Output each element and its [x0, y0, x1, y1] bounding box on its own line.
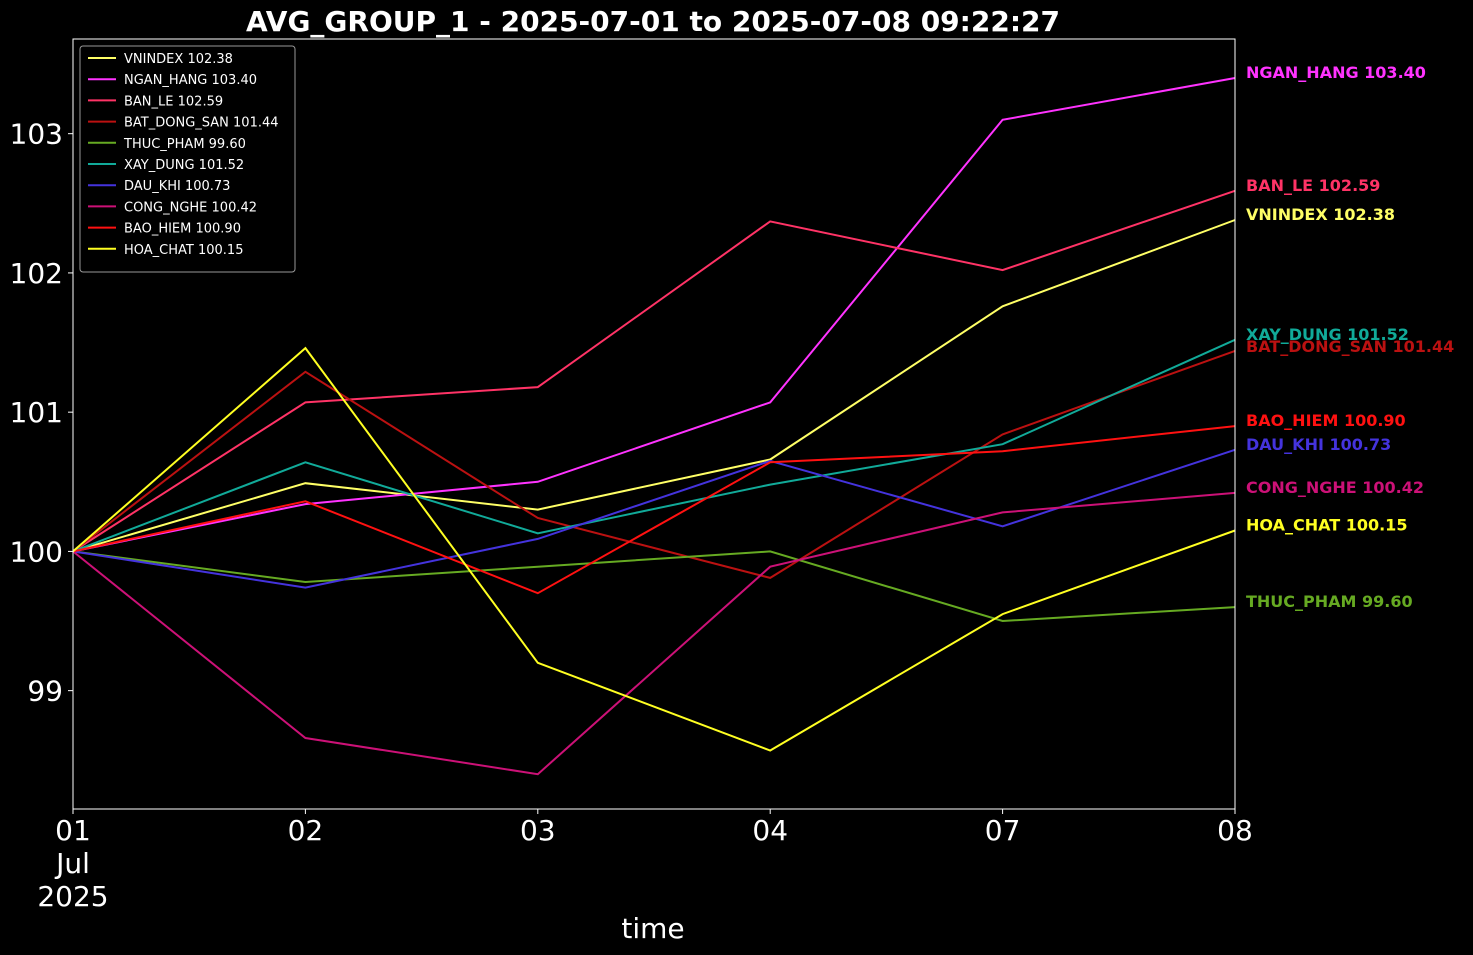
end-label-bat-dong-san: BAT_DONG_SAN 101.44 — [1246, 337, 1454, 356]
series-line-bao-hiem — [72, 425, 1236, 595]
y-tick-label: 99 — [27, 675, 63, 708]
x-tick-label: 01 Jul 2025 — [37, 814, 108, 913]
legend-entry: BAN_LE 102.59 — [124, 94, 223, 109]
legend: VNINDEX 102.38 NGAN_HANG 103.40 BAN_LE 102… — [79, 45, 296, 273]
series-line-bat-dong-san — [72, 349, 1236, 579]
end-label-hoa-chat: HOA_CHAT 100.15 — [1246, 516, 1407, 535]
x-tick-label: 08 — [1217, 814, 1253, 847]
y-tick-label: 101 — [10, 396, 63, 429]
y-tick-label: 100 — [10, 535, 63, 568]
y-tick-label: 102 — [10, 257, 63, 290]
plot-frame — [72, 38, 1236, 810]
y-axis: 99 100 101 102 103 — [10, 118, 73, 708]
x-tick-label: 02 — [288, 814, 324, 847]
series-line-dau-khi — [72, 448, 1236, 589]
chart-title: AVG_GROUP_1 - 2025-07-01 to 2025-07-08 0… — [246, 5, 1060, 38]
end-label-xay-dung: XAY_DUNG 101.52 — [1246, 325, 1409, 344]
legend-entry: THUC_PHAM 99.60 — [123, 137, 246, 152]
series-line-xay-dung — [72, 338, 1236, 553]
x-axis: 01 Jul 2025 02 03 04 07 08 — [37, 809, 1253, 913]
y-tick-label: 103 — [10, 118, 63, 151]
x-tick-label: 07 — [985, 814, 1021, 847]
legend-entry: VNINDEX 102.38 — [124, 52, 233, 67]
x-axis-label: time — [621, 912, 684, 945]
x-tick-label: 04 — [752, 814, 788, 847]
end-label-ban-le: BAN_LE 102.59 — [1246, 176, 1380, 195]
series-line-vnindex — [72, 219, 1236, 553]
series-line-ngan-hang — [72, 77, 1236, 553]
end-label-ngan-hang: NGAN_HANG 103.40 — [1246, 63, 1426, 82]
legend-entry: BAO_HIEM 100.90 — [124, 222, 241, 237]
end-label-bao-hiem: BAO_HIEM 100.90 — [1246, 411, 1406, 430]
legend-box — [79, 45, 296, 273]
end-label-cong-nghe: CONG_NGHE 100.42 — [1246, 478, 1424, 497]
end-label-vnindex: VNINDEX 102.38 — [1246, 205, 1395, 224]
end-label-dau-khi: DAU_KHI 100.73 — [1246, 435, 1391, 454]
legend-entry: XAY_DUNG 101.52 — [124, 158, 244, 173]
series-line-cong-nghe — [72, 491, 1236, 776]
plot-area — [72, 77, 1236, 776]
legend-entry: NGAN_HANG 103.40 — [124, 73, 257, 88]
end-label-thuc-pham: THUC_PHAM 99.60 — [1246, 592, 1413, 611]
x-tick-label: 03 — [520, 814, 556, 847]
end-labels: NGAN_HANG 103.40 BAN_LE 102.59 VNINDEX 102… — [1246, 63, 1454, 611]
series-line-ban-le — [72, 189, 1236, 553]
legend-entry: HOA_CHAT 100.15 — [124, 243, 243, 258]
series-line-thuc-pham — [72, 550, 1236, 623]
series-line-hoa-chat — [72, 346, 1236, 752]
legend-entry: DAU_KHI 100.73 — [124, 179, 230, 194]
legend-entry: CONG_NGHE 100.42 — [124, 200, 257, 215]
legend-entry: BAT_DONG_SAN 101.44 — [124, 116, 279, 131]
